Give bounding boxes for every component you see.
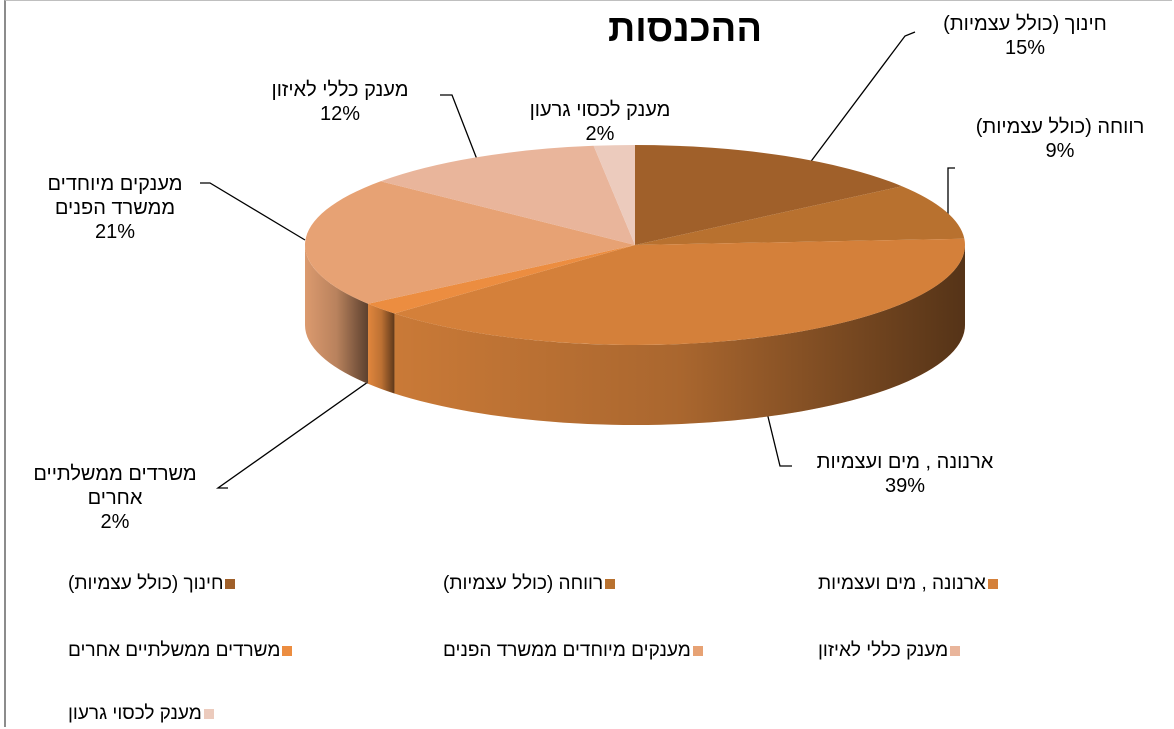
pie-slice — [635, 145, 902, 245]
data-label: מענק כללי לאיזון 12% — [230, 78, 450, 126]
legend-item: רווחה (כולל עצמיות) — [443, 573, 616, 595]
leader-line — [200, 182, 306, 241]
data-label: ארנונה , מים ועצמיות 39% — [785, 450, 1025, 498]
data-label: מענקים מיוחדים ממשרד הפנים 21% — [15, 172, 215, 244]
legend-swatch — [692, 646, 703, 656]
data-label-value: 39% — [884, 475, 926, 497]
legend-label: מענקים מיוחדים ממשרד הפנים — [443, 640, 691, 661]
pie-side-shade — [394, 245, 966, 425]
leader-lines — [200, 31, 955, 489]
data-label-value: 12% — [319, 103, 361, 125]
data-label-name: חינוך (כולל עצמיות) — [943, 13, 1107, 35]
data-label-name: מענקים מיוחדים ממשרד הפנים — [47, 173, 183, 219]
legend-label: משרדים ממשלתיים אחרים — [68, 640, 281, 661]
pie-slice — [304, 181, 635, 304]
legend-swatch — [225, 579, 236, 589]
legend-label: ארנונה , מים ועצמיות — [818, 573, 986, 594]
legend-label: חינוך (כולל עצמיות) — [68, 573, 224, 594]
pie-slice — [368, 245, 635, 314]
data-label: רווחה (כולל עצמיות) 9% — [945, 115, 1174, 163]
legend-label: רווחה (כולל עצמיות) — [443, 573, 604, 594]
leader-line — [215, 376, 376, 489]
legend-swatch — [605, 579, 616, 589]
legend-item: מענקים מיוחדים ממשרד הפנים — [443, 640, 703, 662]
data-label: חינוך (כולל עצמיות) 15% — [915, 12, 1135, 60]
data-label: משרדים ממשלתיים אחרים 2% — [5, 462, 225, 534]
data-label-name: מענק כללי לאיזון — [271, 79, 409, 101]
data-label-value: 9% — [1045, 140, 1075, 162]
data-label-value: 15% — [1004, 37, 1046, 59]
data-label: מענק לכסוי גרעון 2% — [490, 98, 710, 146]
legend-item: חינוך (כולל עצמיות) — [68, 573, 236, 595]
data-label-value: 21% — [94, 221, 136, 243]
leader-line — [440, 94, 486, 181]
legend-item: ארנונה , מים ועצמיות — [818, 573, 998, 595]
data-label-name: רווחה (כולל עצמיות) — [975, 116, 1145, 138]
pie-slice — [593, 145, 635, 245]
legend-item: משרדים ממשלתיים אחרים — [68, 640, 293, 662]
leader-line — [947, 167, 955, 226]
legend-item: מענק כללי לאיזון — [818, 640, 961, 662]
legend-item: מענק לכסוי גרעון — [68, 703, 214, 725]
pie-slice — [380, 145, 635, 245]
legend-swatch — [203, 709, 214, 719]
legend-swatch — [950, 646, 961, 656]
legend-label: מענק כללי לאיזון — [818, 640, 949, 661]
pie-side-shade — [368, 303, 395, 394]
data-label-name: ארנונה , מים ועצמיות — [816, 451, 994, 473]
chart-frame — [4, 0, 1172, 727]
leader-line — [784, 31, 916, 197]
data-label-value: 2% — [585, 123, 615, 145]
pie-slice — [635, 186, 965, 245]
pie-tops — [304, 145, 966, 345]
legend-swatch — [987, 579, 998, 589]
data-label-value: 2% — [100, 511, 130, 533]
chart-title: ההכנסות — [607, 8, 763, 50]
data-label-name: מענק לכסוי גרעון — [529, 99, 671, 121]
pie-slice — [394, 238, 966, 345]
legend-swatch — [282, 646, 293, 656]
leader-line — [761, 391, 792, 467]
pie-sides — [305, 245, 966, 425]
legend-label: מענק לכסוי גרעון — [68, 703, 202, 724]
data-label-name: משרדים ממשלתיים אחרים — [33, 463, 197, 509]
pie-side-shade — [305, 245, 369, 384]
